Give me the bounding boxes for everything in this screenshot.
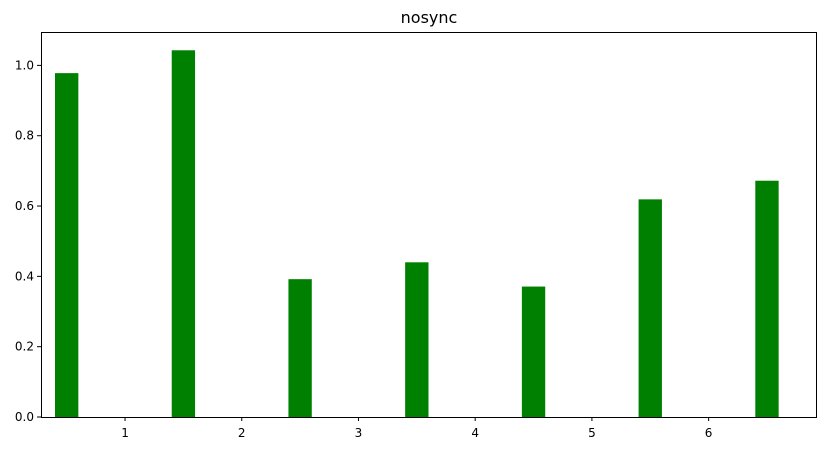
y-tick-label: 0.2 — [15, 340, 34, 354]
plot-frame — [41, 32, 817, 418]
y-axis: 0.0 0.2 0.4 0.6 0.8 1.0 — [15, 58, 41, 424]
x-axis: 1 2 3 4 5 6 — [121, 417, 712, 440]
bar-6 — [638, 199, 662, 417]
chart-title: nosync — [401, 8, 458, 27]
bar-4 — [405, 262, 429, 417]
x-tick-label: 4 — [471, 426, 479, 440]
bar-5 — [521, 286, 546, 417]
x-tick-label: 1 — [121, 426, 129, 440]
bar-3 — [288, 279, 312, 417]
bars-group — [55, 50, 779, 417]
y-tick-label: 0.8 — [15, 129, 34, 143]
x-tick-label: 6 — [705, 426, 713, 440]
y-tick-label: 0.4 — [15, 269, 34, 283]
y-tick-label: 0.0 — [15, 410, 34, 424]
bar-1 — [55, 73, 79, 417]
bar-2 — [171, 50, 196, 417]
bar-7 — [755, 180, 779, 417]
x-tick-label: 5 — [588, 426, 596, 440]
x-tick-label: 2 — [238, 426, 246, 440]
y-tick-label: 0.6 — [15, 199, 34, 213]
y-tick-label: 1.0 — [15, 58, 34, 72]
x-tick-label: 3 — [355, 426, 363, 440]
